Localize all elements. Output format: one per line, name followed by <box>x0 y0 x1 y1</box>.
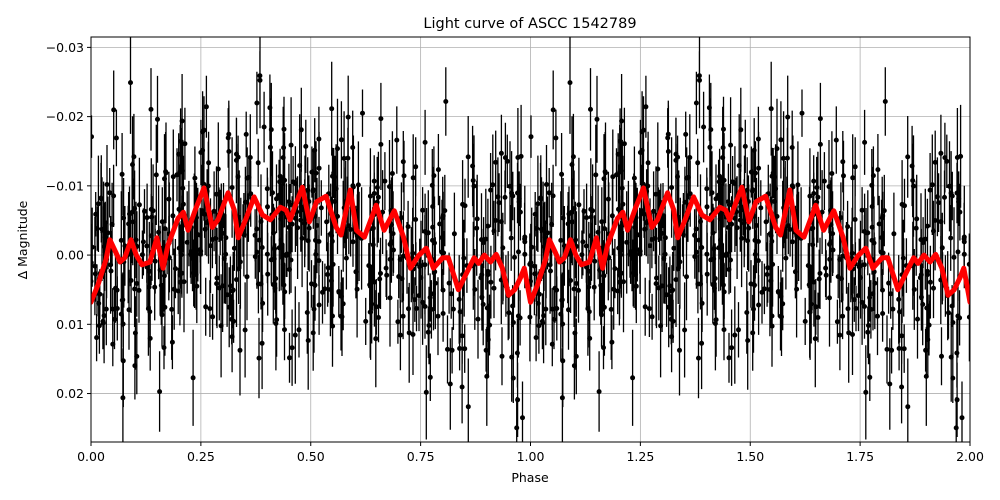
x-axis: 0.00 0.25 0.50 0.75 1.00 1.25 1.50 1.75 2.00 <box>77 442 984 464</box>
x-tick-label: 1.25 <box>626 449 654 464</box>
x-tick-label: 1.00 <box>517 449 545 464</box>
y-axis: −0.03 −0.02 −0.01 0.00 0.01 0.02 <box>46 40 91 401</box>
x-tick-label: 0.75 <box>407 449 435 464</box>
chart-title: Light curve of ASCC 1542789 <box>423 16 636 32</box>
x-tick-label: 0.25 <box>187 449 215 464</box>
data-markers <box>91 73 970 431</box>
x-tick-label: 0.00 <box>77 449 105 464</box>
x-axis-label: Phase <box>511 470 549 485</box>
y-tick-label: 0.01 <box>56 317 84 332</box>
x-tick-label: 1.75 <box>846 449 874 464</box>
y-tick-label: 0.00 <box>56 248 84 263</box>
model-line <box>91 184 970 305</box>
y-tick-label: −0.01 <box>46 178 84 193</box>
y-tick-label: −0.03 <box>46 40 84 55</box>
x-tick-label: 0.50 <box>297 449 325 464</box>
y-tick-label: 0.02 <box>56 386 84 401</box>
y-axis-label: Δ Magnitude <box>15 200 30 279</box>
x-tick-label: 1.50 <box>736 449 764 464</box>
model-curve <box>91 184 970 305</box>
x-tick-label: 2.00 <box>956 449 984 464</box>
y-tick-label: −0.02 <box>46 109 84 124</box>
